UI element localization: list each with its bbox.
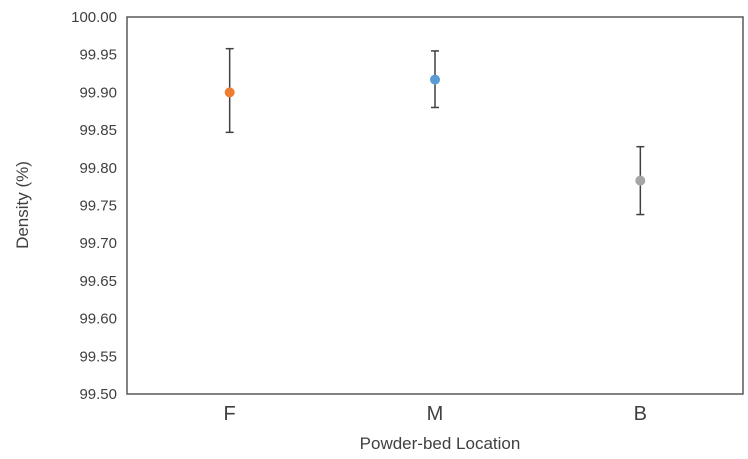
y-axis-title: Density (%) bbox=[13, 161, 32, 249]
y-tick-label: 99.90 bbox=[79, 84, 117, 101]
y-tick-label: 99.95 bbox=[79, 47, 117, 64]
y-tick-label: 99.60 bbox=[79, 311, 117, 328]
y-tick-label: 99.55 bbox=[79, 348, 117, 365]
data-point bbox=[635, 175, 646, 186]
error-bars bbox=[225, 47, 645, 216]
x-tick-label: F bbox=[224, 403, 236, 425]
x-tick-label: B bbox=[634, 403, 647, 425]
y-tick-label: 99.70 bbox=[79, 235, 117, 252]
data-point bbox=[430, 74, 440, 85]
y-tick-label: 99.85 bbox=[79, 122, 117, 139]
y-tick-label: 99.80 bbox=[79, 160, 117, 177]
x-tick-label: M bbox=[427, 403, 444, 425]
x-axis-title: Powder-bed Location bbox=[360, 434, 521, 453]
data-points bbox=[224, 74, 646, 186]
y-tick-label: 99.75 bbox=[79, 198, 117, 215]
y-tick-label: 99.50 bbox=[79, 386, 117, 403]
y-tick-label: 99.65 bbox=[79, 273, 117, 290]
data-point bbox=[224, 87, 235, 98]
y-tick-labels: 99.50 99.55 99.60 99.65 99.70 99.75 99.80 99.85… bbox=[71, 9, 117, 403]
plot-frame bbox=[126, 16, 744, 395]
y-tick-label: 100.00 bbox=[71, 9, 117, 26]
